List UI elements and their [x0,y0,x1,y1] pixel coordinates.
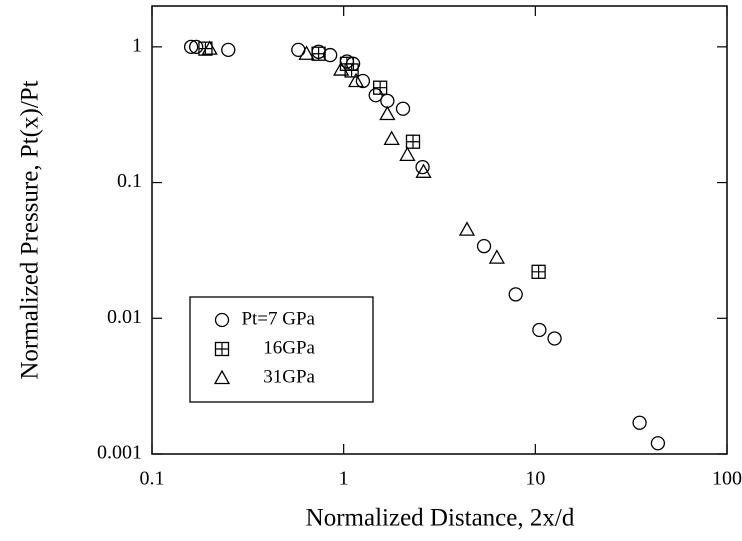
point [221,42,236,58]
y-axis-label: Normalized Pressure, Pt(x)/Pt [17,80,44,379]
x-axis-label: Normalized Distance, 2x/d [306,505,575,532]
point [405,134,421,149]
point [311,46,326,61]
point-cross [312,47,326,61]
point [189,39,204,55]
x-tick-label: 0.1 [140,468,165,490]
point [399,146,416,162]
y-tick-label: 1 [132,34,142,56]
point [372,80,388,95]
point [201,40,218,55]
point [476,239,492,254]
point [415,159,430,175]
point [214,341,230,357]
point-cross [215,342,229,356]
point [383,130,400,145]
x-tick-label: 100 [712,468,742,490]
point [322,47,338,63]
point-cross [406,135,420,149]
x-tick-label: 10 [525,468,545,490]
point [213,369,231,385]
x-tick-label: 1 [339,468,349,490]
y-tick-label: 0.1 [117,170,142,192]
y-tick-label: 0.001 [97,442,142,464]
point [214,312,230,328]
point [355,73,371,89]
legend-label: 31GPa [263,366,315,387]
point [183,39,199,55]
point-cross [532,265,546,279]
point [531,264,546,279]
point [395,101,411,116]
point [379,105,396,121]
legend-label: Pt=7 GPa [241,308,315,329]
point [458,221,476,236]
y-tick-label: 0.01 [107,306,142,328]
point [632,415,647,430]
point [650,436,666,451]
point [508,287,523,302]
point [415,163,432,178]
point [333,61,350,76]
point [547,331,562,346]
point [488,249,505,264]
point [347,72,365,88]
point-cross [373,81,387,95]
point-cross [345,63,359,77]
point [532,322,547,338]
point [298,45,315,60]
legend-label: 16GPa [263,337,315,358]
plot-frame [151,5,728,455]
point [368,88,383,103]
